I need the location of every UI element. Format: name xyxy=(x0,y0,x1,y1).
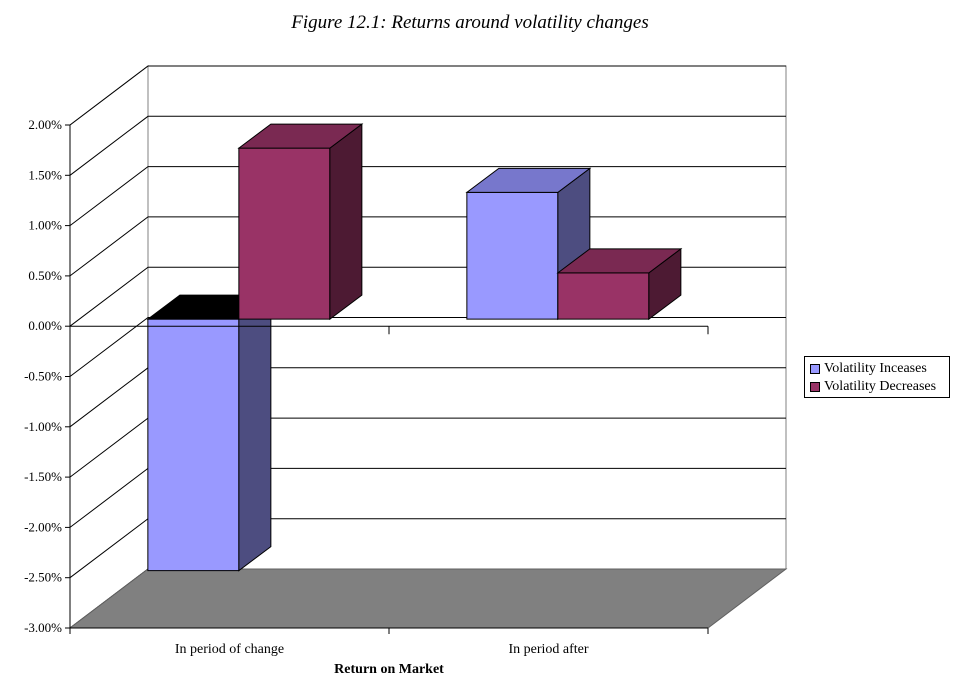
bar xyxy=(146,294,273,572)
legend-item-decreases: Volatility Decreases xyxy=(810,378,949,396)
bar-front-face xyxy=(238,147,331,320)
bar-side-face xyxy=(329,123,363,321)
bar-side-face xyxy=(238,294,272,572)
y-tick-label: -3.00% xyxy=(24,620,62,635)
floor-plane xyxy=(68,568,788,629)
bar-front-face xyxy=(557,272,650,320)
y-tick-label: 2.00% xyxy=(28,117,62,132)
y-tick-label: 1.50% xyxy=(28,167,62,182)
legend-swatch-decreases xyxy=(810,382,820,392)
bar-front-face xyxy=(466,191,559,320)
y-tick-label: -2.50% xyxy=(24,570,62,585)
legend-label-decreases: Volatility Decreases xyxy=(824,379,937,394)
y-tick-label: -0.50% xyxy=(24,369,62,384)
y-tick-label: -1.00% xyxy=(24,419,62,434)
bar-top-face xyxy=(465,167,592,193)
y-tick-label: -2.00% xyxy=(24,519,62,534)
y-tick-label: 0.50% xyxy=(28,268,62,283)
chart-floor xyxy=(68,568,788,629)
x-category-label: In period after xyxy=(508,642,588,657)
x-category-label: In period of change xyxy=(175,642,284,657)
gridline xyxy=(69,115,786,176)
y-axis-ticks: 2.00% 1.50% 1.00% 0.50% 0.00% -0.50% -1.00% -1.… xyxy=(24,117,70,635)
bar xyxy=(556,247,683,321)
legend-swatch-increases xyxy=(810,364,820,374)
chart-title: Figure 12.1: Returns around volatility c… xyxy=(291,12,649,33)
bar xyxy=(237,123,364,321)
y-tick-label: 1.00% xyxy=(28,218,62,233)
x-axis-title: Return on Market xyxy=(334,662,444,677)
bar-top-face xyxy=(237,123,364,149)
y-tick-label: -1.50% xyxy=(24,469,62,484)
chart-bars xyxy=(146,123,683,572)
bar-front-face xyxy=(147,318,240,572)
y-tick-label: 0.00% xyxy=(28,318,62,333)
gridline xyxy=(69,65,786,126)
legend-label-increases: Volatility Inceases xyxy=(824,361,927,376)
bar-top-face xyxy=(556,248,683,274)
x-axis-categories: In period of change In period after xyxy=(175,642,589,657)
legend: Volatility Inceases Volatility Decreases xyxy=(804,356,950,398)
legend-item-increases: Volatility Inceases xyxy=(810,360,949,378)
gridline xyxy=(69,166,786,226)
